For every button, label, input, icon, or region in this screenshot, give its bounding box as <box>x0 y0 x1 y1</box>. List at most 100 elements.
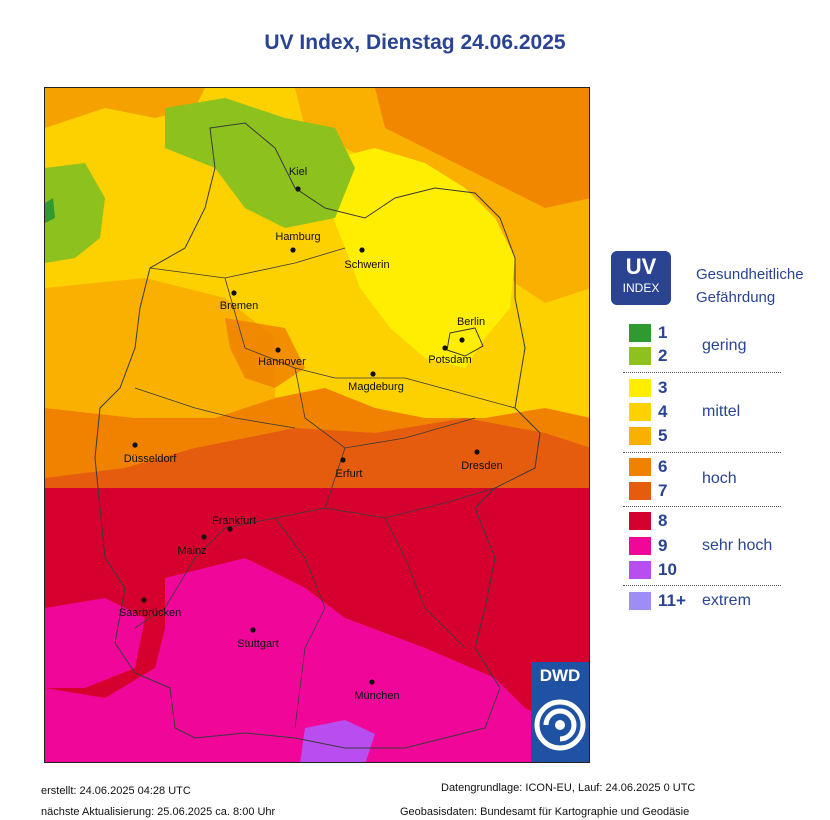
uv-badge-subtitle: INDEX <box>622 281 660 295</box>
city-label: Frankfurt <box>212 515 256 527</box>
uv-zone-5-west <box>45 278 275 418</box>
city-dot <box>340 457 346 463</box>
city-dot <box>369 679 375 685</box>
city-dot <box>359 247 365 253</box>
map-title: UV Index, Dienstag 24.06.2025 <box>264 31 566 54</box>
uv-zone-10-alps <box>300 720 375 762</box>
uv-zone-3-north <box>325 148 515 368</box>
city-dot <box>141 597 147 603</box>
germany-border <box>94 122 541 749</box>
city-schwerin: Schwerin <box>344 247 390 271</box>
city-label: Bremen <box>220 300 259 312</box>
city-label: Düsseldorf <box>124 453 178 465</box>
city-label: Schwerin <box>344 259 389 271</box>
city-label: Magdeburg <box>348 381 404 393</box>
footer-data-basis: Datengrundlage: ICON-EU, Lauf: 24.06.202… <box>441 782 696 794</box>
city-label: Saarbrücken <box>119 607 181 619</box>
state-borders <box>134 247 516 729</box>
city-dot <box>231 290 237 296</box>
legend-value-11plus: 11+ <box>658 591 686 610</box>
city-muenchen: München <box>354 679 400 702</box>
legend-value-5: 5 <box>658 426 668 445</box>
uv-zone-6-northeast <box>375 88 589 208</box>
city-duesseldorf: Düsseldorf <box>124 442 178 465</box>
legend-swatch-6 <box>629 458 651 476</box>
city-label: Erfurt <box>336 468 363 480</box>
city-label: Hannover <box>258 356 306 368</box>
dwd-logo-text: DWD <box>539 666 581 685</box>
legend-heading-line1: Gesundheitliche <box>696 266 804 283</box>
legend-swatch-3 <box>629 379 651 397</box>
city-dot <box>227 526 233 532</box>
city-kiel: Kiel <box>289 166 307 192</box>
city-potsdam: Potsdam <box>428 345 472 366</box>
city-label: Mainz <box>177 545 206 557</box>
uv-index-map: Kiel Hamburg Schwerin Bremen Berlin Pots… <box>44 87 590 763</box>
city-bremen: Bremen <box>220 290 259 312</box>
city-dot <box>295 186 301 192</box>
legend-category-mittel: mittel <box>702 403 741 420</box>
legend-divider <box>623 452 781 453</box>
dwd-logo: DWD <box>531 662 589 762</box>
legend-value-7: 7 <box>658 481 668 500</box>
legend-swatch-9 <box>629 537 651 555</box>
footer-next-update: nächste Aktualisierung: 25.06.2025 ca. 8… <box>41 806 276 818</box>
city-magdeburg: Magdeburg <box>348 371 404 393</box>
city-label: Dresden <box>461 460 503 472</box>
swirl-icon <box>534 699 586 751</box>
city-label: München <box>354 690 399 702</box>
city-saarbruecken: Saarbrücken <box>119 597 181 619</box>
legend-value-4: 4 <box>658 402 668 421</box>
legend-value-3: 3 <box>658 378 668 397</box>
city-erfurt: Erfurt <box>336 457 363 480</box>
uv-zone-7-central <box>45 418 589 508</box>
legend-divider <box>623 585 781 586</box>
legend-value-9: 9 <box>658 536 668 555</box>
city-dot <box>250 627 256 633</box>
uv-zone-6-hannover <box>225 318 305 388</box>
legend-swatch-4 <box>629 403 651 421</box>
city-hamburg: Hamburg <box>275 231 321 253</box>
city-label: Kiel <box>289 166 307 178</box>
legend-divider <box>623 372 781 373</box>
legend-swatch-1 <box>629 324 651 342</box>
legend-heading-line2: Gefährdung <box>696 289 776 306</box>
legend-swatch-7 <box>629 482 651 500</box>
uv-index-badge: UV INDEX <box>611 251 671 305</box>
uv-zone-9-southwest <box>45 598 145 688</box>
footer-created: erstellt: 24.06.2025 04:28 UTC <box>41 785 191 797</box>
city-label: Potsdam <box>428 354 471 366</box>
city-hannover: Hannover <box>258 347 306 368</box>
uv-zone-1-northsea <box>45 198 55 223</box>
legend-value-6: 6 <box>658 457 668 476</box>
city-dot <box>442 345 448 351</box>
uv-zone-2-schleswig <box>165 98 355 228</box>
legend-value-2: 2 <box>658 346 668 365</box>
city-dot <box>275 347 281 353</box>
legend-swatch-10 <box>629 561 651 579</box>
legend-value-10: 10 <box>658 560 677 579</box>
legend-category-gering: gering <box>702 337 747 354</box>
city-dot <box>370 371 376 377</box>
legend-value-8: 8 <box>658 511 668 530</box>
uv-map-graphic: Kiel Hamburg Schwerin Bremen Berlin Pots… <box>45 88 589 762</box>
legend-category-hoch: hoch <box>702 470 737 487</box>
legend-value-1: 1 <box>658 323 668 342</box>
city-dot <box>459 337 465 343</box>
city-label: Berlin <box>457 316 485 328</box>
legend-divider <box>623 506 781 507</box>
city-frankfurt: Frankfurt <box>212 515 256 532</box>
city-berlin: Berlin <box>457 316 485 343</box>
city-dot <box>201 534 207 540</box>
legend-category-extrem: extrem <box>702 592 751 609</box>
uv-zone-2-northsea <box>45 163 105 263</box>
legend-swatch-2 <box>629 347 651 365</box>
uv-zone-9-south <box>45 558 589 762</box>
legend-swatch-11plus <box>629 592 651 610</box>
city-dresden: Dresden <box>461 449 503 472</box>
city-dot <box>132 442 138 448</box>
legend-swatch-5 <box>629 427 651 445</box>
city-label: Stuttgart <box>237 638 279 650</box>
berlin-border <box>446 327 484 357</box>
uv-zone-6-northwest-sea <box>45 88 205 128</box>
